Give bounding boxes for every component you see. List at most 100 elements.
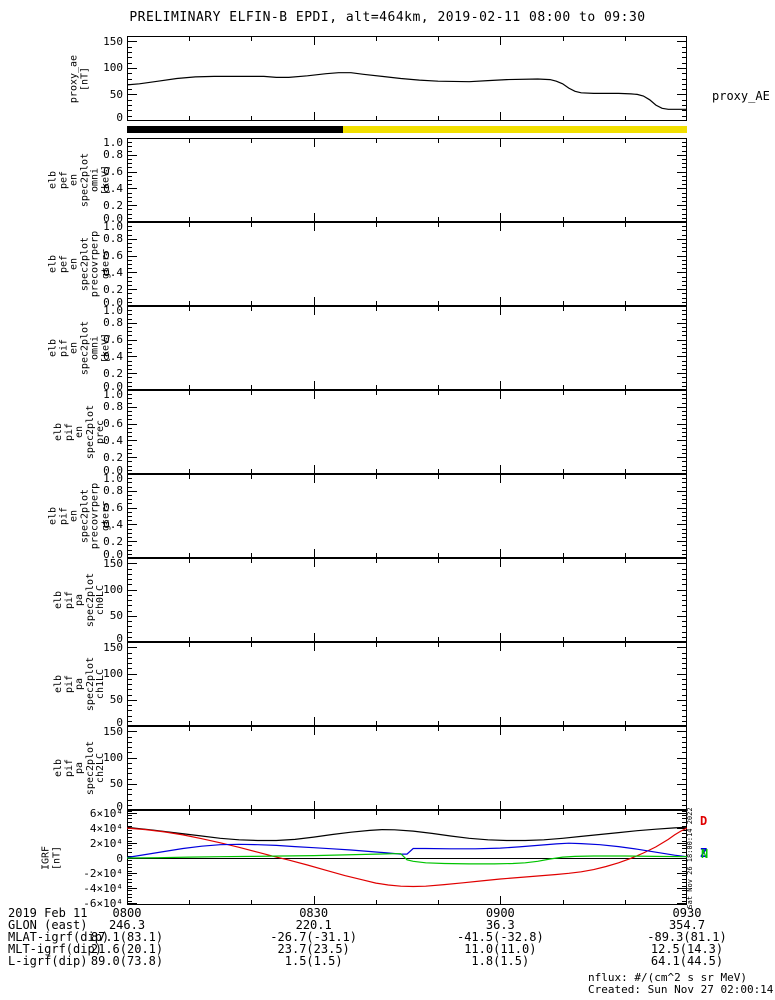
- legend-D: D: [700, 814, 708, 828]
- panel-elb-pef-en-spec2plot-omni-ytick-0.0: 0.0: [103, 211, 123, 225]
- series-B_total: [127, 826, 687, 842]
- footer-row-label-1: MLAT-igrf(dip): [8, 930, 110, 944]
- panel-igrf-ytick-0: 0: [116, 851, 123, 865]
- panel-elb-pif-en-spec2plot-precovrperp-gterr-ytick-0.0: 0.0: [103, 547, 123, 561]
- series-proxy_AE: [127, 72, 687, 110]
- x-axis-time-label-0900: 0900: [485, 906, 515, 920]
- footer-value-r3-c1: 1.5(1.5): [284, 954, 343, 968]
- panel-elb-pif-en-spec2plot-prec-ytick-0.8: 0.8: [103, 400, 123, 414]
- panel-elb-pif-pa-spec2plot-ch2LC-ytick-100: 100: [103, 751, 123, 764]
- footer-value-r3-c0: 89.0(73.8): [90, 954, 164, 968]
- panel-elb-pif-pa-spec2plot-ch0LC-ytick-150: 150: [103, 556, 123, 570]
- day-night-bar-segment-black: [127, 126, 343, 133]
- panel-elb-pif-pa-spec2plot-ch0LC-plot: [127, 558, 687, 642]
- panel-igrf-ytick-2×10⁴: 2×10⁴: [89, 836, 123, 850]
- panel-elb-pif-pa-spec2plot-ch2LC-ytick-50: 50: [109, 777, 123, 791]
- panel-elb-pif-en-spec2plot-prec-ytick-0.0: 0.0: [103, 463, 123, 477]
- footer-value-r1-c3: -89.3(81.1): [647, 930, 727, 944]
- footer-value-r2-c2: 11.0(11.0): [464, 942, 537, 956]
- footer-value-r0-c3: 354.7: [668, 918, 706, 932]
- footer-value-r1-c2: -41.5(-32.8): [456, 930, 544, 944]
- panel-elb-pif-en-spec2plot-precovrperp-gterr-plot: [127, 474, 687, 558]
- panel-proxy-ae-ytick-50: 50: [109, 87, 123, 101]
- panel-elb-pif-en-spec2plot-prec-ytick-0.6: 0.6: [103, 417, 123, 431]
- panel-igrf-ytick--6×10⁴: -6×10⁴: [83, 896, 123, 910]
- footer-value-r2-c0: 21.6(20.1): [90, 942, 164, 956]
- panel-igrf-ytick-4×10⁴: 4×10⁴: [89, 821, 123, 835]
- footer-row-label-0: GLON (east): [8, 918, 88, 932]
- panel-elb-pif-pa-spec2plot-ch0LC-ytick-50: 50: [109, 609, 123, 623]
- panel-elb-pif-pa-spec2plot-ch2LC-ytick-150: 150: [103, 724, 123, 738]
- panel-elb-pif-en-spec2plot-precovrperp-gterr-ytick-0.6: 0.6: [103, 501, 123, 515]
- panel-proxy-ae-ytick-0: 0: [116, 110, 123, 124]
- panel-elb-pef-en-spec2plot-precovrperp-gterr-ytick-1.0: 1.0: [103, 219, 123, 233]
- panel-elb-pif-pa-spec2plot-ch1LC-ytick-50: 50: [109, 693, 123, 707]
- panel-elb-pef-en-spec2plot-precovrperp-gterr-ytick-0.6: 0.6: [103, 249, 123, 263]
- footer-value-r3-c3: 64.1(44.5): [650, 954, 724, 968]
- panel-igrf-ytick-6×10⁴: 6×10⁴: [89, 806, 123, 820]
- panel-igrf-plot: [127, 810, 687, 905]
- series-N: [127, 853, 687, 865]
- panel-elb-pif-pa-spec2plot-ch2LC-ytick-0: 0: [116, 799, 123, 813]
- panel-elb-pif-pa-spec2plot-ch1LC-ytick-150: 150: [103, 640, 123, 654]
- footer-value-r1-c0: 87.1(83.1): [90, 930, 164, 944]
- panel-elb-pef-en-spec2plot-precovrperp-gterr-ytick-0.2: 0.2: [103, 282, 123, 296]
- panel-proxy-ae-ytick-150: 150: [103, 34, 123, 48]
- nflux-units-note: nflux: #/(cm^2 s sr MeV): [588, 971, 747, 984]
- panel-elb-pif-en-spec2plot-omni-plot: [127, 306, 687, 390]
- panel-elb-pif-en-spec2plot-precovrperp-gterr-ytick-0.2: 0.2: [103, 534, 123, 548]
- panel-igrf-ytick--4×10⁴: -4×10⁴: [83, 881, 123, 895]
- footer-value-r0-c2: 36.3: [485, 918, 515, 932]
- panel-elb-pif-en-spec2plot-precovrperp-gterr-ytick-0.8: 0.8: [103, 484, 123, 498]
- footer-date-label: 2019 Feb 11: [8, 906, 88, 920]
- panel-elb-pef-en-spec2plot-omni-ytick-0.8: 0.8: [103, 148, 123, 162]
- panel-elb-pif-pa-spec2plot-ch1LC-plot: [127, 642, 687, 726]
- panel-elb-pef-en-spec2plot-precovrperp-gterr-ytick-0.8: 0.8: [103, 232, 123, 246]
- panel-elb-pif-pa-spec2plot-ch0LC-ytick-0: 0: [116, 631, 123, 645]
- day-night-bar-segment-yellow: [342, 126, 687, 133]
- footer-value-r0-c0: 246.3: [108, 918, 146, 932]
- panel-elb-pef-en-spec2plot-omni-plot: [127, 138, 687, 222]
- panel-elb-pif-en-spec2plot-omni-ytick-0.4: 0.4: [103, 349, 123, 363]
- created-timestamp: Created: Sun Nov 27 02:00:14 2022: [588, 983, 774, 996]
- panel-elb-pif-pa-spec2plot-ch0LC-ytick-100: 100: [103, 583, 123, 596]
- series-Z: [127, 842, 687, 859]
- panel-proxy-ae-ytick-100: 100: [103, 61, 123, 75]
- panel-proxy-ae-right-label: proxy_AE: [712, 88, 770, 103]
- panel-elb-pif-en-spec2plot-omni-ytick-0.8: 0.8: [103, 316, 123, 330]
- panel-igrf-ylabel: IGRF [nT]: [40, 845, 63, 870]
- footer-value-r3-c2: 1.8(1.5): [471, 954, 530, 968]
- footer-value-r1-c1: -26.7(-31.1): [270, 930, 358, 944]
- panel-elb-pif-en-spec2plot-omni-ytick-0.0: 0.0: [103, 379, 123, 393]
- panel-elb-pif-en-spec2plot-omni-ytick-1.0: 1.0: [103, 303, 123, 317]
- panel-elb-pef-en-spec2plot-omni-ytick-0.6: 0.6: [103, 165, 123, 179]
- legend-N: N: [701, 847, 709, 861]
- render-timestamp-vertical: Sat Nov 26 18:00:14 2022: [686, 806, 694, 909]
- legend-Z: Z: [700, 846, 708, 860]
- panel-elb-pif-pa-spec2plot-ch1LC-ytick-100: 100: [103, 667, 123, 680]
- panel-elb-pef-en-spec2plot-precovrperp-gterr-plot: [127, 222, 687, 306]
- footer-value-r2-c1: 23.7(23.5): [277, 942, 350, 956]
- panel-elb-pif-pa-spec2plot-ch2LC-plot: [127, 726, 687, 810]
- panel-igrf-ytick--2×10⁴: -2×10⁴: [83, 866, 123, 880]
- panel-elb-pif-en-spec2plot-prec-ytick-0.4: 0.4: [103, 433, 123, 447]
- x-axis-time-label-0930: 0930: [672, 906, 702, 920]
- footer-value-r2-c3: 12.5(14.3): [650, 942, 724, 956]
- panel-elb-pef-en-spec2plot-precovrperp-gterr-ytick-0.4: 0.4: [103, 265, 123, 279]
- panel-elb-pif-en-spec2plot-omni-ytick-0.6: 0.6: [103, 333, 123, 347]
- panel-proxy-ae-plot: [127, 36, 687, 121]
- footer-row-label-3: L-igrf(dip): [8, 954, 88, 968]
- panel-elb-pef-en-spec2plot-omni-ytick-0.2: 0.2: [103, 198, 123, 212]
- panel-elb-pef-en-spec2plot-precovrperp-gterr-ytick-0.0: 0.0: [103, 295, 123, 309]
- series-D: [127, 827, 687, 888]
- panel-elb-pif-en-spec2plot-omni-ytick-0.2: 0.2: [103, 366, 123, 380]
- panel-elb-pif-en-spec2plot-precovrperp-gterr-ytick-0.4: 0.4: [103, 517, 123, 531]
- panel-elb-pef-en-spec2plot-omni-ytick-1.0: 1.0: [103, 135, 123, 149]
- x-axis-time-label-0800: 0800: [112, 906, 142, 920]
- footer-row-label-2: MLT-igrf(dip): [8, 942, 102, 956]
- x-axis-time-label-0830: 0830: [299, 906, 329, 920]
- panel-elb-pif-pa-spec2plot-ch1LC-ytick-0: 0: [116, 715, 123, 729]
- panel-elb-pif-en-spec2plot-prec-ytick-0.2: 0.2: [103, 450, 123, 464]
- panel-elb-pif-en-spec2plot-prec-ytick-1.0: 1.0: [103, 387, 123, 401]
